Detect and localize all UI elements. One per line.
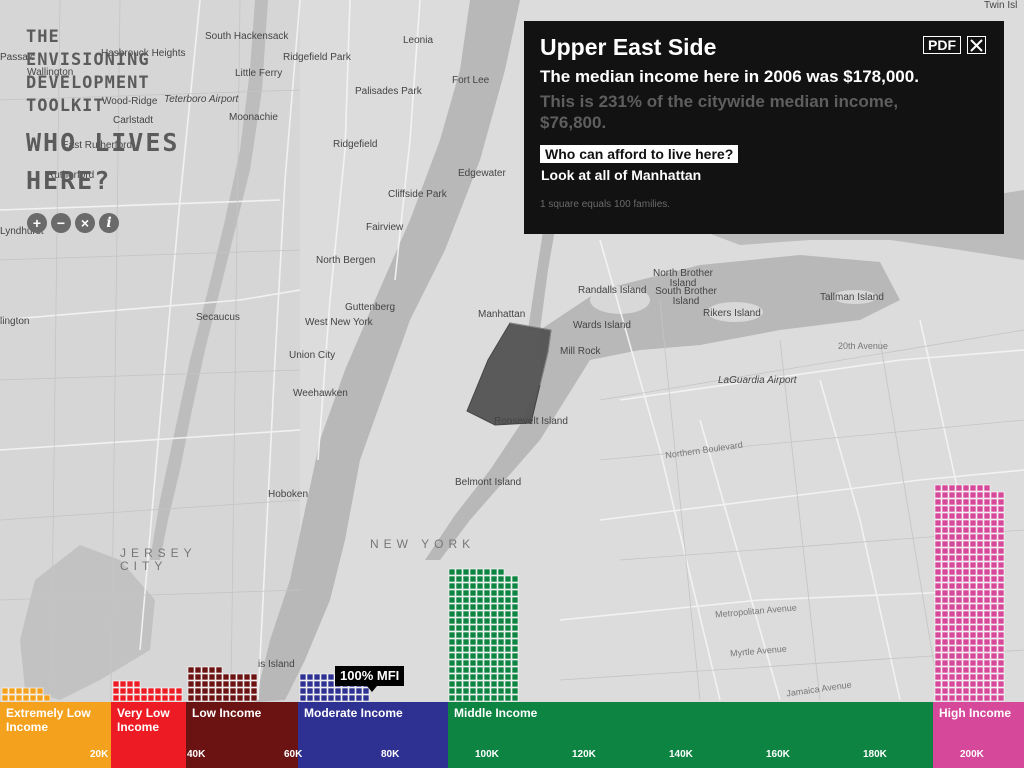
label-tallman-island: Tallman Island — [820, 292, 884, 303]
reset-icon[interactable]: × — [75, 213, 95, 233]
zoom-out-icon[interactable]: − — [51, 213, 71, 233]
label-hasbrouck: Hasbrouck Heights — [101, 48, 186, 59]
median-income-text: The median income here in 2006 was $178,… — [540, 67, 919, 86]
label-little-ferry: Little Ferry — [235, 68, 283, 79]
label-cliffside-park: Cliffside Park — [388, 189, 447, 200]
tick-label: 160K — [766, 749, 790, 760]
neighborhood-info-panel: Upper East Side The median income here i… — [524, 21, 1004, 234]
hackensack-river — [150, 0, 268, 560]
label-north-bergen: North Bergen — [316, 255, 376, 266]
band-extremely-low-income[interactable]: Extremely Low Income — [0, 702, 111, 768]
tick-label: 180K — [863, 749, 887, 760]
label-ellis-island: is Island — [258, 659, 295, 670]
label-guttenberg: Guttenberg — [345, 302, 396, 313]
label-west-new-york: West New York — [305, 317, 373, 328]
label-moonachie: Moonachie — [229, 112, 278, 123]
label-laguardia: LaGuardia Airport — [718, 375, 797, 386]
map-controls: + − × i — [27, 213, 119, 233]
label-palisades-park: Palisades Park — [355, 86, 422, 97]
label-randalls-island: Randalls Island — [578, 285, 647, 296]
label-weehawken: Weehawken — [293, 388, 348, 399]
label-leonia: Leonia — [403, 35, 434, 46]
tick-label: 60K — [284, 749, 303, 760]
label-edgewater: Edgewater — [458, 168, 506, 179]
label-union-city: Union City — [289, 350, 336, 361]
band-very-low-income[interactable]: Very Low Income — [111, 702, 186, 768]
label-lington: lington — [0, 316, 30, 327]
label-secaucus: Secaucus — [196, 312, 240, 323]
app-title-line2: HERE? — [26, 166, 112, 195]
label-rutherford: Rutherford — [47, 170, 95, 181]
band-high-income[interactable]: High Income — [933, 702, 1024, 768]
band-moderate-income[interactable]: Moderate Income — [298, 702, 448, 768]
brand-line-envisioning: ENVISIONING — [26, 50, 150, 70]
label-south-brother: South Brother Island — [655, 286, 717, 307]
brand-line-toolkit: TOOLKIT — [26, 96, 105, 116]
label-wallington: Wallington — [27, 67, 74, 78]
app-title-line1: WHO LIVES — [26, 128, 180, 157]
who-can-afford-button[interactable]: Who can afford to live here? — [540, 145, 739, 163]
label-new-york: NEW YORK — [370, 537, 476, 551]
tick-label: 40K — [187, 749, 206, 760]
label-20th-avenue: 20th Avenue — [838, 341, 888, 351]
brand-logo: THE ENVISIONING DEVELOPMENT TOOLKIT WHO … — [26, 26, 179, 200]
tick-label: 140K — [669, 749, 693, 760]
brand-line-development: DEVELOPMENT — [26, 73, 150, 93]
band-middle-income[interactable]: Middle Income — [448, 702, 933, 768]
label-passaic: Passaic — [0, 52, 36, 63]
label-twin-islands: Twin Isl — [984, 0, 1018, 11]
label-ridgefield-park: Ridgefield Park — [283, 52, 351, 63]
label-rikers-island: Rikers Island — [703, 308, 761, 319]
label-jersey-city: JERSEY CITY — [120, 546, 197, 573]
tick-label: 80K — [381, 749, 400, 760]
tick-label: 200K — [960, 749, 984, 760]
label-carlstadt: Carlstadt — [113, 115, 154, 126]
label-south-hackensack: South Hackensack — [205, 31, 289, 42]
hudson-river — [255, 0, 520, 702]
label-wards-island: Wards Island — [573, 320, 631, 331]
citywide-comparison-text: This is 231% of the citywide median inco… — [540, 92, 899, 132]
close-icon[interactable] — [967, 36, 986, 54]
label-lyndhurst: Lyndhurst — [0, 226, 44, 237]
label-ridgefield: Ridgefield — [333, 139, 378, 150]
info-icon[interactable]: i — [99, 213, 119, 233]
label-east-rutherford: East Rutherford — [62, 140, 133, 151]
label-wood-ridge: Wood-Ridge — [102, 96, 158, 107]
label-teterboro: Teterboro Airport — [164, 94, 239, 105]
mfi-marker: 100% MFI — [335, 666, 405, 692]
label-mill-rock: Mill Rock — [560, 346, 601, 357]
neighborhood-title: Upper East Side — [540, 34, 717, 60]
tick-label: 100K — [475, 749, 499, 760]
pdf-button[interactable]: PDF — [923, 36, 961, 54]
label-manhattan: Manhattan — [478, 309, 526, 320]
label-fort-lee: Fort Lee — [452, 75, 490, 86]
label-north-brother: North Brother Island — [652, 268, 714, 289]
look-at-manhattan-link[interactable]: Look at all of Manhattan — [541, 167, 702, 183]
label-hoboken: Hoboken — [268, 489, 309, 500]
label-roosevelt-island: Roosevelt Island — [494, 416, 568, 427]
legend-note: 1 square equals 100 families. — [540, 199, 671, 210]
zoom-in-icon[interactable]: + — [27, 213, 47, 233]
label-belmont-island: Belmont Island — [455, 477, 522, 488]
tick-label: 20K — [90, 749, 109, 760]
label-fairview: Fairview — [366, 222, 404, 233]
band-low-income[interactable]: Low Income — [186, 702, 298, 768]
brand-line-the: THE — [26, 27, 60, 47]
tick-label: 120K — [572, 749, 596, 760]
